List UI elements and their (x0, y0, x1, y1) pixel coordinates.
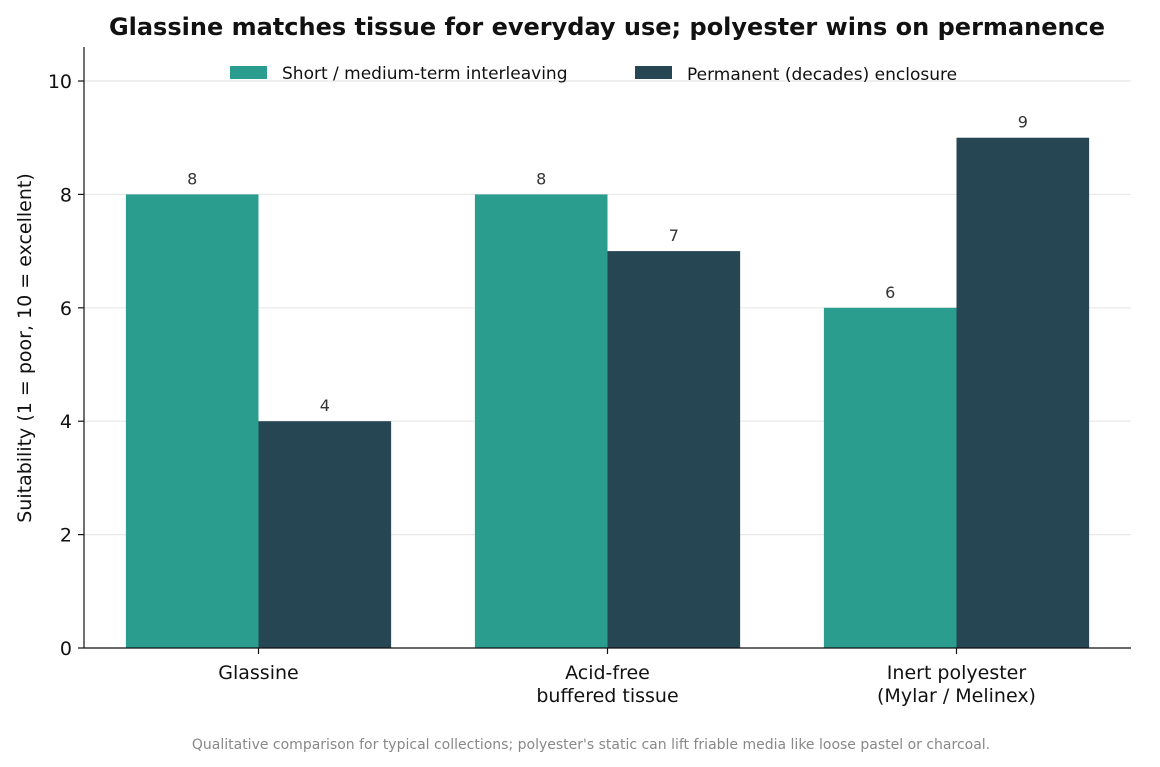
chart-title: Glassine matches tissue for everyday use… (109, 13, 1105, 41)
y-tick-label-0: 0 (60, 638, 72, 660)
legend-label-short-term: Short / medium-term interleaving (282, 64, 568, 84)
bars (125, 137, 1090, 648)
x-tick-label-2-line1: (Mylar / Melinex) (877, 685, 1036, 707)
x-tick-label-0-line0: Glassine (218, 662, 298, 684)
y-tick-label-4: 4 (60, 411, 72, 433)
legend: Short / medium-term interleaving Permane… (230, 64, 957, 85)
legend-label-permanent: Permanent (decades) enclosure (687, 65, 957, 85)
value-label-series0-cat1: 8 (536, 169, 546, 188)
value-label-series0-cat2: 6 (885, 283, 895, 302)
y-tick-label-10: 10 (48, 71, 72, 93)
bar-series0-cat0 (125, 194, 259, 648)
x-tick-label-2-line0: Inert polyester (887, 662, 1027, 684)
legend-swatch-short-term (230, 66, 267, 79)
y-tick-label-2: 2 (60, 525, 72, 547)
y-tick-label-6: 6 (60, 298, 72, 320)
value-label-series0-cat0: 8 (187, 169, 197, 188)
value-label-series1-cat0: 4 (320, 396, 330, 415)
y-tick-label-8: 8 (60, 184, 72, 206)
bar-series1-cat0 (258, 421, 392, 648)
y-axis-ticks: 0 2 4 6 8 10 (48, 71, 84, 660)
bar-series1-cat2 (956, 137, 1090, 648)
y-axis-label: Suitability (1 = poor, 10 = excellent) (14, 173, 36, 523)
bar-series1-cat1 (607, 251, 741, 648)
chart-caption: Qualitative comparison for typical colle… (192, 737, 990, 753)
x-tick-label-1-line0: Acid-free (565, 662, 650, 684)
value-labels: 8 8 6 4 7 9 (187, 113, 1028, 415)
value-label-series1-cat2: 9 (1018, 113, 1028, 132)
bar-series0-cat1 (474, 194, 608, 648)
bar-series0-cat2 (823, 307, 957, 648)
value-label-series1-cat1: 7 (669, 226, 679, 245)
legend-swatch-permanent (635, 66, 672, 79)
x-tick-label-1-line1: buffered tissue (536, 685, 678, 707)
